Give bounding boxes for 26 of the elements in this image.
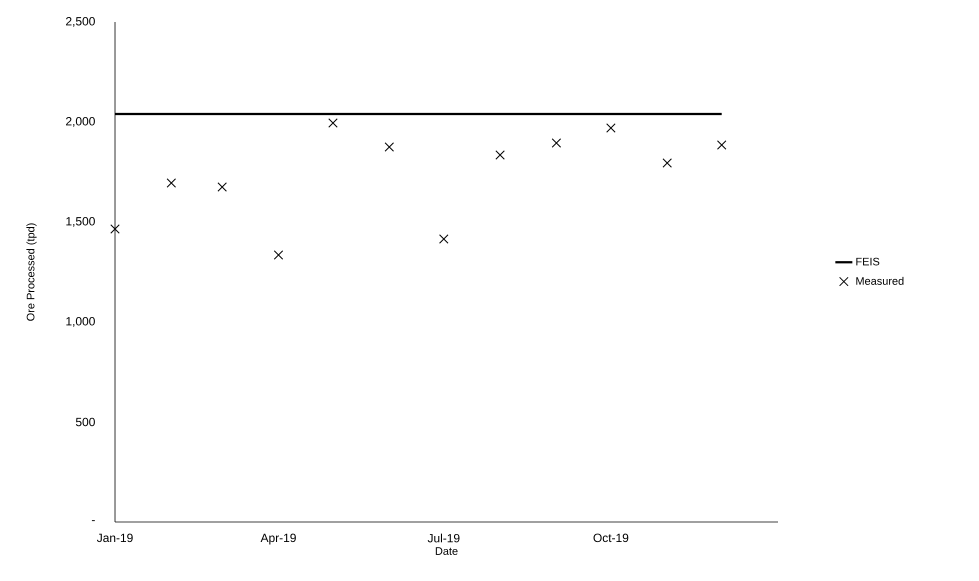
y-tick-label: 1,500 xyxy=(66,217,95,227)
x-axis-title: Date xyxy=(436,547,458,555)
point xyxy=(606,123,616,133)
y-tick-label: 1,000 xyxy=(66,317,95,327)
x-tick-label: Jul-19 xyxy=(428,534,460,542)
x-tick-label: Oct-19 xyxy=(594,534,628,542)
legend-label: FEIS xyxy=(856,258,880,266)
point xyxy=(384,142,394,152)
y-axis-title: Ore Processed (tpd) xyxy=(26,223,37,321)
point xyxy=(552,138,562,148)
y-tick-label: - xyxy=(92,520,95,522)
point xyxy=(217,182,227,192)
point xyxy=(110,224,120,234)
point xyxy=(662,158,672,168)
y-tick-label: 500 xyxy=(76,418,95,426)
point xyxy=(495,150,505,160)
x-tick-label: Jan-19 xyxy=(96,534,133,542)
legend-label: Measured xyxy=(856,276,904,285)
point xyxy=(328,118,338,128)
point xyxy=(274,250,284,260)
y-tick-label: 2,500 xyxy=(66,17,95,27)
point xyxy=(439,234,449,244)
y-tick-label: 2,000 xyxy=(66,117,95,127)
point xyxy=(716,140,726,150)
x-tick-label: Apr-19 xyxy=(260,534,296,544)
point xyxy=(166,178,176,188)
